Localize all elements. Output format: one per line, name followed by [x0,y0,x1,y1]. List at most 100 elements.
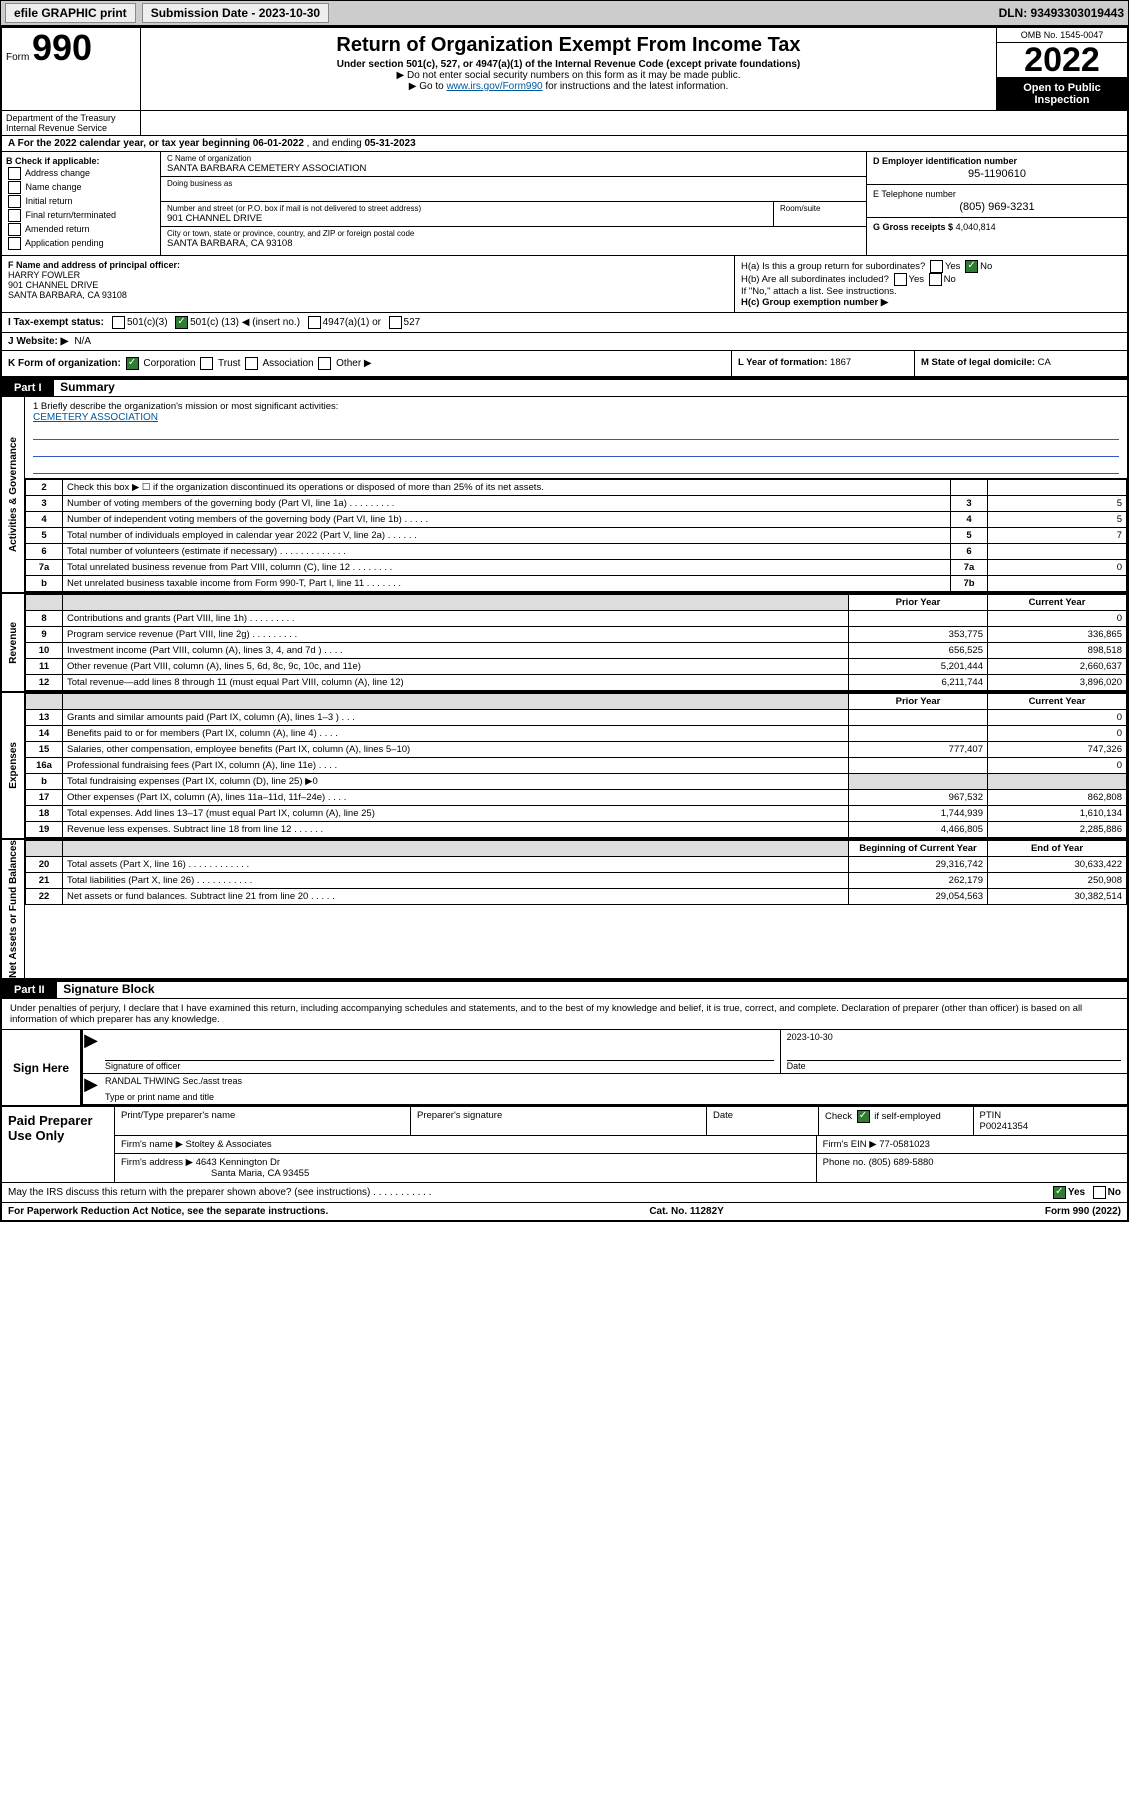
ha-no-checkbox[interactable]: ✓ [965,260,978,273]
table-header-row: Prior YearCurrent Year [26,694,1127,710]
current-year-value: 747,326 [988,742,1127,758]
line-description: Benefits paid to or for members (Part IX… [63,726,849,742]
firm-phone-cell: Phone no. (805) 689-5880 [817,1154,1127,1182]
efile-graphic-print-button[interactable]: efile GRAPHIC print [5,3,136,23]
line-description: Net unrelated business taxable income fr… [63,576,951,592]
4947-checkbox[interactable] [308,316,321,329]
table-row: 20Total assets (Part X, line 16) . . . .… [26,857,1127,873]
table-row: bNet unrelated business taxable income f… [26,576,1127,592]
line-number: 9 [26,627,63,643]
room-suite-cell: Room/suite [774,202,866,226]
table-row: 6Total number of volunteers (estimate if… [26,544,1127,560]
line-number: 13 [26,710,63,726]
name-change-checkbox[interactable] [8,181,21,194]
ha-yes-checkbox[interactable] [930,260,943,273]
line-value: 0 [988,560,1127,576]
501c-checkbox[interactable]: ✓ [175,316,188,329]
501c3-checkbox[interactable] [112,316,125,329]
line-ref [951,480,988,496]
current-year-value: 1,610,134 [988,806,1127,822]
form-990-page: Form 990 Return of Organization Exempt F… [0,26,1129,1222]
line-number: 20 [26,857,63,873]
sign-here-label: Sign Here [2,1030,81,1105]
year-box: OMB No. 1545-0047 2022 Open to Public In… [996,28,1127,110]
table-row: 4Number of independent voting members of… [26,512,1127,528]
line-value [988,480,1127,496]
527-checkbox[interactable] [389,316,402,329]
trust-checkbox[interactable] [200,357,213,370]
line-j-website: J Website: ▶ N/A [2,333,1127,351]
discuss-no-checkbox[interactable] [1093,1186,1106,1199]
mission-text-link[interactable]: CEMETERY ASSOCIATION [33,412,158,423]
signature-intro: Under penalties of perjury, I declare th… [2,999,1127,1030]
line-value: 5 [988,496,1127,512]
initial-return-checkbox[interactable] [8,195,21,208]
table-row: 5Total number of individuals employed in… [26,528,1127,544]
sign-arrow-icon: ▶ [81,1074,99,1104]
side-label-net-assets: Net Assets or Fund Balances [2,840,25,978]
prior-year-value: 1,744,939 [849,806,988,822]
line-description: Total revenue—add lines 8 through 11 (mu… [63,675,849,691]
current-year-value: 0 [988,710,1127,726]
line-ref: 7a [951,560,988,576]
line-description: Number of voting members of the governin… [63,496,951,512]
line-description: Total unrelated business revenue from Pa… [63,560,951,576]
officer-signature-field[interactable]: Signature of officer [99,1030,781,1073]
discuss-yes-checkbox[interactable]: ✓ [1053,1186,1066,1199]
line-ref: 6 [951,544,988,560]
prior-year-value: 967,532 [849,790,988,806]
line-number: 22 [26,889,63,905]
form-number-box: Form 990 [2,28,141,110]
efile-toolbar: efile GRAPHIC print Submission Date - 20… [0,0,1129,26]
dept-treasury: Department of the Treasury Internal Reve… [2,111,141,135]
table-row: 14Benefits paid to or for members (Part … [26,726,1127,742]
line-number: 7a [26,560,63,576]
line-description: Net assets or fund balances. Subtract li… [63,889,849,905]
form-title: Return of Organization Exempt From Incom… [149,34,988,57]
box-f-principal-officer: F Name and address of principal officer:… [2,256,735,312]
line-number: 18 [26,806,63,822]
prior-year-value: 262,179 [849,873,988,889]
line-a-tax-year: A For the 2022 calendar year, or tax yea… [2,136,1127,152]
application-pending-checkbox[interactable] [8,237,21,250]
line-ref: 7b [951,576,988,592]
current-year-value: 862,808 [988,790,1127,806]
firm-address-cell: Firm's address ▶ 4643 Kennington Dr Sant… [115,1154,817,1182]
line-ref: 3 [951,496,988,512]
submission-date-button[interactable]: Submission Date - 2023-10-30 [142,3,329,23]
irs-form990-link[interactable]: www.irs.gov/Form990 [446,81,542,92]
line-value [988,544,1127,560]
paid-preparer-label: Paid Preparer Use Only [2,1107,115,1182]
line-number: 21 [26,873,63,889]
preparer-signature-cell[interactable]: Preparer's signature [411,1107,707,1135]
preparer-date-cell: Date [707,1107,819,1135]
table-row: 8Contributions and grants (Part VIII, li… [26,611,1127,627]
hb-yes-checkbox[interactable] [894,273,907,286]
line-description: Total fundraising expenses (Part IX, col… [63,774,849,790]
sign-arrow-icon: ▶ [81,1030,99,1073]
self-employed-cell: Check ✓ if self-employed [819,1107,974,1135]
line-number: 10 [26,643,63,659]
table-row: bTotal fundraising expenses (Part IX, co… [26,774,1127,790]
amended-return-checkbox[interactable] [8,223,21,236]
line-number: 16a [26,758,63,774]
current-year-value: 2,285,886 [988,822,1127,838]
mission-block: 1 Briefly describe the organization's mi… [25,397,1127,479]
corporation-checkbox[interactable]: ✓ [126,357,139,370]
side-label-governance: Activities & Governance [2,397,25,592]
line-description: Professional fundraising fees (Part IX, … [63,758,849,774]
current-year-value: 0 [988,726,1127,742]
prior-year-value: 29,054,563 [849,889,988,905]
address-change-checkbox[interactable] [8,167,21,180]
prior-year-value [849,758,988,774]
other-checkbox[interactable] [318,357,331,370]
line-number: 6 [26,544,63,560]
association-checkbox[interactable] [245,357,258,370]
table-row: 7aTotal unrelated business revenue from … [26,560,1127,576]
hb-no-checkbox[interactable] [929,273,942,286]
self-employed-checkbox[interactable]: ✓ [857,1110,870,1123]
table-row: 16aProfessional fundraising fees (Part I… [26,758,1127,774]
line-number: 8 [26,611,63,627]
line-description: Contributions and grants (Part VIII, lin… [63,611,849,627]
final-return-checkbox[interactable] [8,209,21,222]
